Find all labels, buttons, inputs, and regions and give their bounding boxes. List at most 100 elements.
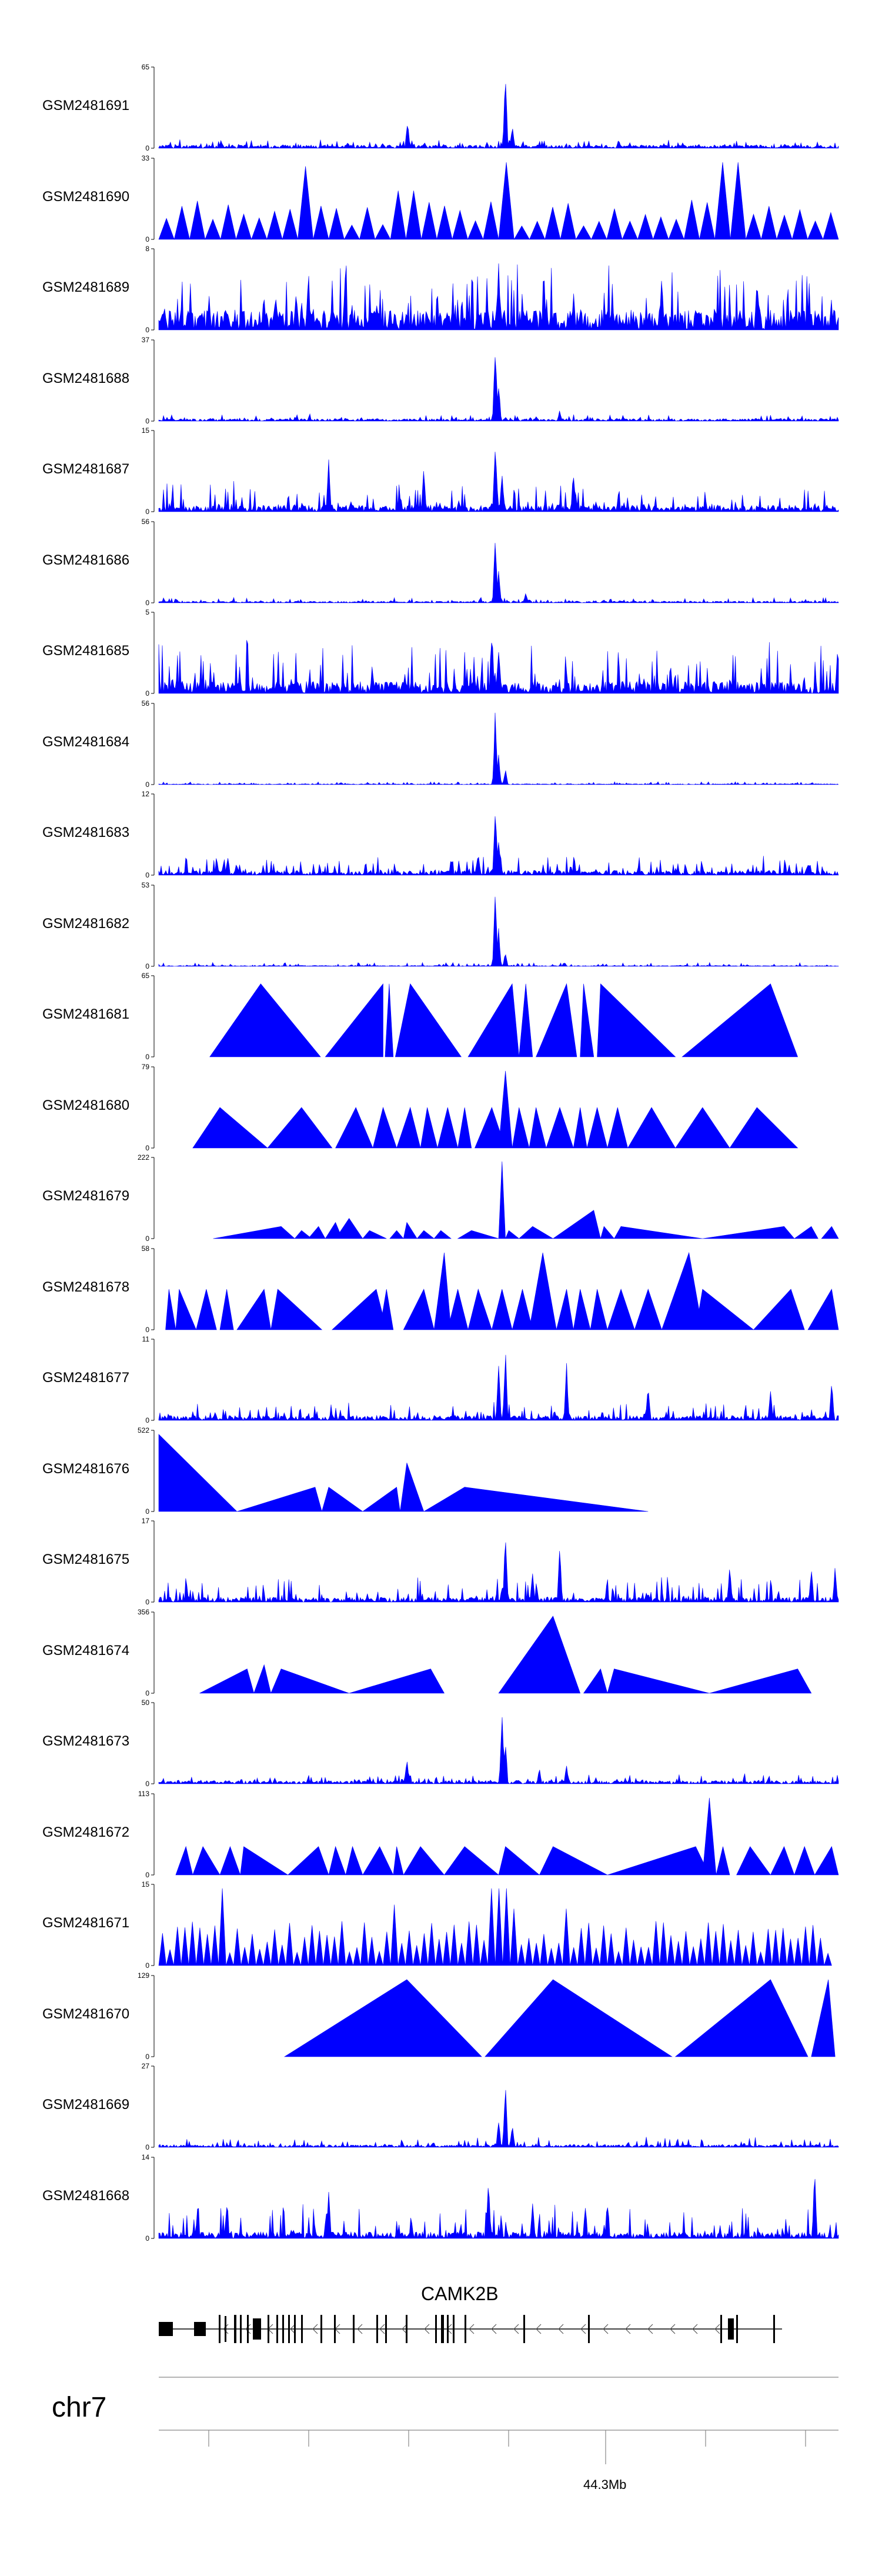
- track-GSM2481691: GSM2481691 65 0: [0, 63, 882, 155]
- y-axis-max-label: 522: [138, 1426, 149, 1434]
- y-axis-max-label: 37: [142, 336, 150, 344]
- y-axis-max-label: 79: [142, 1063, 150, 1071]
- track-plot-svg: 356 0: [138, 1608, 812, 1697]
- coverage-area: [165, 1252, 839, 1330]
- exon-block: [253, 2318, 261, 2340]
- y-axis-max-label: 65: [142, 63, 150, 71]
- y-axis-min-label: 0: [145, 1326, 149, 1334]
- track-plot-svg: 80: [145, 245, 839, 334]
- y-axis-max-label: 53: [142, 881, 150, 889]
- track-label: GSM2481675: [42, 1551, 130, 1567]
- track-label: GSM2481678: [42, 1279, 130, 1295]
- strand-chevron-icon: [558, 2324, 564, 2334]
- coverage-area: [158, 542, 839, 603]
- strand-chevron-icon: [625, 2324, 631, 2334]
- exon-block: [194, 2322, 206, 2336]
- y-axis-min-label: 0: [145, 962, 149, 970]
- y-axis-max-label: 50: [142, 1699, 150, 1707]
- exon-block: [736, 2315, 738, 2343]
- y-axis-min-label: 0: [145, 1234, 149, 1243]
- exon-block: [159, 2322, 173, 2336]
- exon-block: [288, 2315, 290, 2343]
- coverage-area: [158, 640, 839, 694]
- coverage-area: [158, 1888, 832, 1966]
- track-GSM2481684: GSM2481684 56 0: [0, 699, 882, 791]
- coverage-area: [158, 356, 839, 422]
- coverage-area: [158, 263, 839, 331]
- exon-block: [268, 2315, 269, 2343]
- y-axis-max-label: 17: [142, 1517, 150, 1525]
- exon-block: [301, 2315, 303, 2343]
- exon-block: [447, 2315, 449, 2343]
- y-axis-min-label: 0: [145, 599, 149, 607]
- gene-name: CAMK2B: [421, 2283, 499, 2304]
- track-label: GSM2481687: [42, 461, 130, 477]
- track-label: GSM2481684: [42, 733, 130, 750]
- coverage-area: [158, 452, 839, 513]
- coverage-area: [175, 1797, 839, 1875]
- exon-block: [247, 2315, 249, 2343]
- y-axis-max-label: 113: [138, 1790, 149, 1798]
- exon-block: [282, 2315, 284, 2343]
- strand-chevron-icon: [357, 2324, 363, 2334]
- coverage-area: [213, 1161, 839, 1239]
- coverage-area: [158, 162, 839, 240]
- track-label: GSM2481671: [42, 1915, 130, 1931]
- exon-block: [406, 2315, 407, 2343]
- track-GSM2481678: GSM2481678 58 0: [0, 1244, 882, 1336]
- strand-chevron-icon: [647, 2324, 653, 2334]
- track-GSM2481676: GSM2481676 522 0: [0, 1426, 882, 1518]
- y-axis-max-label: 56: [142, 518, 150, 526]
- y-axis-max-label: 129: [138, 1971, 149, 1980]
- track-label: GSM2481688: [42, 370, 130, 386]
- exon-block: [334, 2315, 336, 2343]
- track-plot-svg: 65 0: [142, 63, 839, 152]
- coverage-area: [158, 1354, 839, 1421]
- track-label: GSM2481691: [42, 98, 130, 114]
- exon-block: [294, 2315, 296, 2343]
- track-GSM2481675: GSM2481675 17 0: [0, 1517, 882, 1609]
- y-axis-max-label: 14: [142, 2153, 150, 2161]
- y-axis-max-label: 15: [142, 1880, 150, 1888]
- track-plot-svg: 50: [145, 608, 839, 698]
- track-GSM2481674: GSM2481674 356 0: [0, 1608, 882, 1700]
- track-label: GSM2481689: [42, 279, 130, 295]
- y-axis-max-label: 15: [142, 426, 150, 435]
- track-plot-svg: 56 0: [142, 518, 839, 607]
- coverage-area: [158, 816, 839, 876]
- track-GSM2481679: GSM2481679 222 0: [0, 1153, 882, 1245]
- track-plot-svg: 33 0: [142, 154, 839, 243]
- y-axis-min-label: 0: [145, 2053, 149, 2061]
- track-GSM2481677: GSM2481677 11 0: [0, 1335, 882, 1427]
- exon-block: [234, 2315, 236, 2343]
- y-axis-max-label: 65: [142, 972, 150, 980]
- track-label: GSM2481686: [42, 552, 130, 568]
- exon-block: [320, 2315, 322, 2343]
- tracks-panel: GSM2481691 65 0 GSM2481690 33 0 GSM2481689 8 0 GS…: [0, 63, 882, 2243]
- coverage-area: [158, 2090, 839, 2148]
- y-axis-min-label: 0: [145, 508, 149, 516]
- coverage-area: [158, 896, 839, 966]
- coverage-area: [158, 1542, 839, 1603]
- track-plot-svg: 53 0: [142, 881, 839, 970]
- track-GSM2481681: GSM2481681 65 0: [0, 972, 882, 1063]
- exon-block: [225, 2316, 226, 2342]
- exon-block: [588, 2315, 590, 2343]
- track-GSM2481688: GSM2481688 37 0: [0, 336, 882, 428]
- y-axis-min-label: 0: [145, 1871, 149, 1879]
- y-axis-min-label: 0: [145, 1507, 149, 1516]
- strand-chevron-icon: [290, 2324, 296, 2334]
- strand-chevron-icon: [223, 2324, 229, 2334]
- track-GSM2481670: GSM2481670 129 0: [0, 1971, 882, 2063]
- exon-block: [453, 2315, 455, 2343]
- strand-chevron-icon: [692, 2324, 698, 2334]
- track-plot-svg: 37 0: [142, 336, 839, 425]
- y-axis-min-label: 0: [145, 235, 149, 243]
- track-plot-svg: 12 0: [142, 790, 839, 879]
- y-axis-min-label: 0: [145, 1780, 149, 1788]
- track-GSM2481689: GSM2481689 8 0: [0, 245, 882, 336]
- track-label: GSM2481674: [42, 1642, 130, 1659]
- y-axis-min-label: 0: [145, 417, 149, 425]
- exon-block: [728, 2318, 734, 2340]
